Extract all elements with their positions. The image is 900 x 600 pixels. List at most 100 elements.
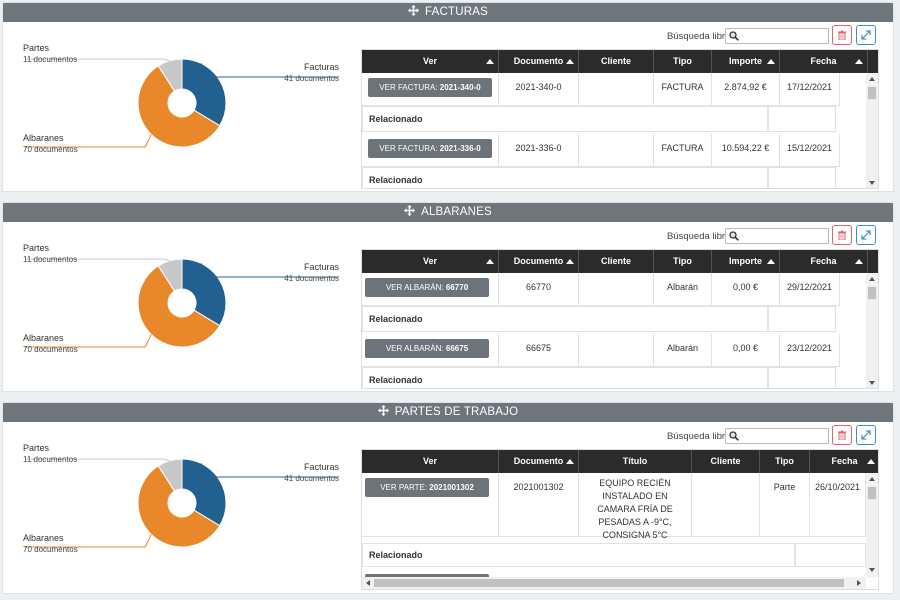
- scrollbar-thumb[interactable]: [868, 87, 876, 99]
- vertical-scrollbar[interactable]: [866, 273, 878, 388]
- col-header-ver[interactable]: Ver: [362, 250, 499, 273]
- partes-panel-header: PARTES DE TRABAJO: [3, 403, 893, 422]
- col-header-ver[interactable]: Ver: [362, 50, 499, 73]
- related-row-label[interactable]: Relacionado: [362, 543, 795, 567]
- search-input[interactable]: [742, 30, 824, 42]
- cell-importe: 10.594,22 €: [712, 134, 780, 167]
- related-row-label[interactable]: Relacionado: [362, 306, 768, 332]
- ver-factura-button[interactable]: VER FACTURA: 2021-336-0: [368, 139, 492, 158]
- chart-label-partes: Partes 11 documentos: [23, 43, 78, 64]
- delete-button[interactable]: [832, 225, 852, 245]
- search-label: Búsqueda libre: [667, 431, 731, 442]
- move-arrows-icon[interactable]: [404, 205, 416, 216]
- related-row-label[interactable]: Relacionado: [362, 106, 768, 132]
- leader-line-albaranes: [25, 334, 152, 348]
- magnifier-icon: [729, 431, 739, 441]
- cell-fecha: 26/10/2021: [810, 473, 866, 537]
- scroll-left-icon[interactable]: [366, 580, 370, 586]
- delete-button[interactable]: [832, 425, 852, 445]
- expand-button[interactable]: [856, 25, 876, 45]
- donut-slice-partes[interactable]: [157, 258, 183, 292]
- albaranes-panel-header: ALBARANES: [3, 203, 893, 222]
- col-header-importe[interactable]: Importe: [712, 250, 780, 273]
- ver-factura-button[interactable]: VER FACTURA: 2021-340-0: [368, 78, 492, 97]
- donut-slice-facturas[interactable]: [181, 258, 227, 327]
- col-header-tipo[interactable]: Tipo: [654, 50, 712, 73]
- cell-importe: 2.874,92 €: [712, 73, 780, 106]
- leader-line-facturas: [200, 263, 339, 278]
- leader-line-facturas: [200, 463, 339, 478]
- scroll-up-icon[interactable]: [869, 477, 875, 481]
- search-input[interactable]: [742, 430, 824, 442]
- col-header-fecha[interactable]: Fecha: [810, 450, 878, 473]
- facturas-panel: FACTURAS Partes 11 documentos Facturas 41 …: [2, 2, 894, 192]
- cell-cliente: [692, 473, 760, 537]
- sort-arrow-icon: [767, 259, 775, 264]
- donut-slice-albaranes[interactable]: [137, 465, 221, 548]
- col-header-cliente[interactable]: Cliente: [579, 250, 654, 273]
- facturas-grid: Ver Documento Cliente Tipo Importe Fecha…: [361, 49, 879, 189]
- chart-label-facturas: Facturas 41 documentos: [284, 262, 339, 283]
- horizontal-scrollbar[interactable]: [362, 577, 866, 589]
- donut-slice-partes[interactable]: [157, 458, 183, 492]
- scrollbar-thumb[interactable]: [868, 287, 876, 299]
- facturas-panel-header: FACTURAS: [3, 3, 893, 22]
- col-header-documento[interactable]: Documento: [499, 50, 579, 73]
- cell-fecha: 17/12/2021: [780, 73, 840, 106]
- donut-slice-albaranes[interactable]: [137, 65, 221, 148]
- col-header-fecha[interactable]: Fecha: [780, 250, 868, 273]
- donut-slice-albaranes[interactable]: [137, 265, 221, 348]
- col-header-cliente[interactable]: Cliente: [579, 50, 654, 73]
- col-header-tipo[interactable]: Tipo: [760, 450, 810, 473]
- expand-diagonal-icon: [861, 430, 871, 440]
- cell-documento: 2021001302: [499, 473, 579, 537]
- leader-line-partes: [25, 58, 170, 62]
- ver-albaran-button[interactable]: VER ALBARÁN: 66770: [365, 278, 489, 297]
- scrollbar-thumb[interactable]: [868, 487, 876, 499]
- scroll-right-icon[interactable]: [857, 580, 861, 586]
- scroll-up-icon[interactable]: [869, 277, 875, 281]
- partes-panel: PARTES DE TRABAJO Partes 11 documentos Fa…: [2, 402, 894, 594]
- col-header-tipo[interactable]: Tipo: [654, 250, 712, 273]
- donut-slice-facturas[interactable]: [181, 58, 227, 127]
- col-header-ver[interactable]: Ver: [362, 450, 499, 473]
- move-arrows-icon[interactable]: [377, 405, 389, 416]
- col-header-documento[interactable]: Documento: [499, 250, 579, 273]
- col-header-titulo[interactable]: Título: [579, 450, 692, 473]
- donut-slice-facturas[interactable]: [181, 458, 227, 527]
- albaranes-donut-chart: Partes 11 documentos Facturas 41 documento…: [3, 222, 353, 377]
- scroll-down-icon[interactable]: [869, 568, 875, 572]
- col-header-documento[interactable]: Documento: [499, 450, 579, 473]
- scroll-down-icon[interactable]: [869, 381, 875, 385]
- partes-donut-svg: [25, 458, 339, 548]
- related-row-label[interactable]: Relacionado: [362, 167, 768, 188]
- ver-parte-button[interactable]: VER PARTE: 2021001302: [365, 478, 489, 497]
- move-arrows-icon[interactable]: [408, 5, 420, 16]
- donut-slice-partes[interactable]: [157, 58, 183, 92]
- ver-albaran-button[interactable]: VER ALBARÁN: 66675: [365, 339, 489, 358]
- expand-diagonal-icon: [861, 230, 871, 240]
- cell-cliente: [579, 273, 654, 306]
- col-header-fecha[interactable]: Fecha: [780, 50, 868, 73]
- chart-label-partes: Partes 11 documentos: [23, 243, 78, 264]
- grid-header: Ver Documento Título Cliente Tipo Fecha: [362, 450, 878, 473]
- scrollbar-thumb[interactable]: [374, 579, 844, 587]
- search-input-wrapper: [725, 228, 829, 244]
- vertical-scrollbar[interactable]: [866, 73, 878, 188]
- albaranes-panel: ALBARANES Partes 11 documentos Facturas 41…: [2, 202, 894, 392]
- scroll-up-icon[interactable]: [869, 77, 875, 81]
- albaranes-grid: Ver Documento Cliente Tipo Importe Fecha…: [361, 249, 879, 389]
- chart-label-albaranes: Albaranes 70 documentos: [23, 133, 78, 154]
- cell-importe: 0,00 €: [712, 334, 780, 367]
- leader-line-partes: [25, 258, 170, 262]
- related-row-label[interactable]: Relacionado: [362, 367, 768, 388]
- expand-button[interactable]: [856, 425, 876, 445]
- col-header-cliente[interactable]: Cliente: [692, 450, 760, 473]
- col-header-importe[interactable]: Importe: [712, 50, 780, 73]
- expand-button[interactable]: [856, 225, 876, 245]
- scroll-down-icon[interactable]: [869, 181, 875, 185]
- search-input[interactable]: [742, 230, 824, 242]
- trash-icon: [838, 430, 846, 440]
- delete-button[interactable]: [832, 25, 852, 45]
- vertical-scrollbar[interactable]: [866, 473, 878, 577]
